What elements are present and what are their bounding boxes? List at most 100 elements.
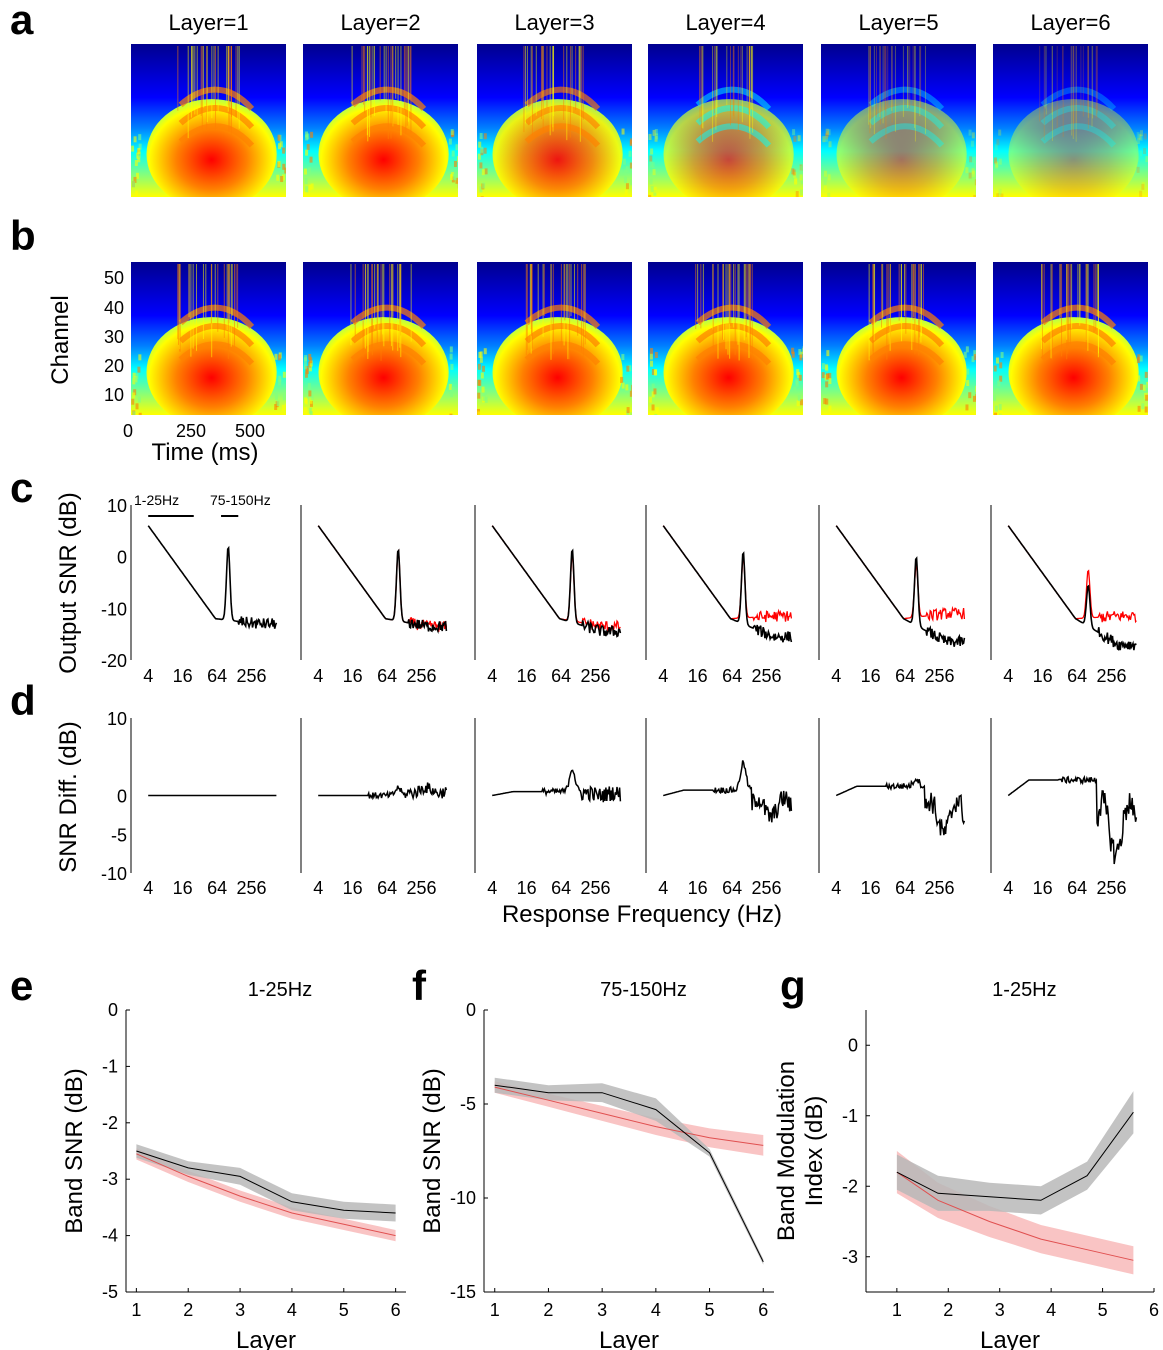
speckle: [973, 354, 976, 361]
speckle: [303, 363, 307, 370]
speckle: [483, 348, 487, 355]
speckle: [965, 167, 969, 174]
speckle: [793, 386, 797, 393]
speckle: [131, 398, 135, 405]
speckle: [277, 161, 281, 168]
x-tick: 4: [658, 878, 668, 898]
formant-trail: [350, 123, 427, 148]
y-tick: -10: [101, 599, 127, 619]
speckle: [1139, 150, 1143, 157]
spectrogram-a-layer-3: [477, 44, 632, 197]
speckle: [655, 133, 659, 140]
output-snr-layer-6: 4 16 64 256: [990, 505, 1137, 686]
speckle: [308, 184, 312, 191]
x-tick: 256: [752, 666, 782, 686]
baseline-mean-line: [136, 1153, 396, 1237]
speckle: [448, 138, 452, 145]
speckle: [304, 355, 308, 362]
speckle: [308, 365, 312, 372]
speckle: [825, 373, 829, 380]
speckle: [457, 156, 458, 163]
red-snr-line: [1007, 525, 1137, 624]
speckle: [971, 157, 975, 164]
formant-trail: [178, 341, 255, 366]
speckle: [629, 162, 632, 169]
speckle: [1145, 394, 1148, 401]
panel-label-g: g: [780, 962, 806, 1009]
speckle: [478, 141, 482, 148]
speckle: [792, 129, 796, 136]
spectrogram-b-layer-3: [477, 262, 632, 415]
x-tick: 16: [688, 666, 708, 686]
speckle: [827, 192, 831, 197]
speckle: [138, 143, 142, 150]
speckle: [995, 161, 999, 168]
speckle: [971, 170, 975, 177]
speckle: [310, 131, 314, 138]
speckle: [975, 189, 976, 196]
energy-blob: [318, 99, 449, 197]
formant-trail: [1040, 123, 1117, 148]
speckle: [973, 156, 976, 163]
x-tick: 256: [237, 666, 267, 686]
formant-trail: [524, 322, 601, 348]
x-axis-label: Layer: [980, 1327, 1040, 1350]
chart-f-band-snr: 0 -5 -10 -15 1 2 3 4 5 6 75-150Hz Layer Band SNR (dB…: [419, 979, 774, 1350]
time-axis-label: Time (ms): [151, 439, 258, 466]
speckle: [480, 196, 484, 197]
speckle: [480, 146, 484, 153]
speckle: [1136, 132, 1140, 139]
x-tick-label: 1: [131, 1300, 141, 1320]
speckle: [625, 166, 629, 173]
speckle: [998, 158, 1002, 165]
speckle: [306, 144, 310, 151]
speckle: [133, 389, 137, 396]
speckle: [484, 396, 488, 403]
formant-trail: [868, 104, 945, 130]
speckle: [969, 173, 973, 180]
x-tick-label: 3: [235, 1300, 245, 1320]
speckle: [973, 350, 976, 357]
speckle: [823, 184, 827, 191]
speckle: [973, 194, 976, 197]
speckle: [994, 144, 998, 151]
speckle: [137, 147, 141, 154]
speckle: [277, 354, 281, 361]
channel-tick: 10: [104, 385, 124, 405]
speckle: [477, 363, 481, 370]
x-tick: 256: [237, 878, 267, 898]
speckle: [479, 351, 483, 358]
speckle: [1139, 190, 1143, 197]
speckle: [277, 143, 281, 150]
speckle: [654, 352, 658, 359]
layer-title-2: Layer=2: [340, 10, 420, 35]
speckle: [968, 129, 972, 136]
speckle: [623, 176, 627, 183]
formant-trail: [1040, 322, 1117, 348]
x-tick: 64: [551, 878, 571, 898]
speckle: [791, 351, 795, 358]
speckle: [621, 354, 625, 361]
output-snr-layer-2: 4 16 64 256: [300, 505, 448, 686]
speckle: [965, 404, 969, 411]
speckle: [998, 129, 1002, 136]
formant-trail: [1040, 104, 1117, 130]
speckle: [453, 160, 457, 167]
energy-blob: [836, 99, 967, 197]
formant-trail: [1040, 341, 1117, 366]
formant-trail: [1040, 86, 1117, 111]
x-tick: 4: [658, 666, 668, 686]
y-tick-label: -1: [102, 1056, 118, 1076]
speckle: [451, 386, 455, 393]
speckle: [138, 354, 142, 361]
speckle: [285, 145, 286, 152]
x-tick: 4: [487, 666, 497, 686]
speckle: [1144, 406, 1148, 413]
speckle: [969, 156, 973, 163]
speckle: [1137, 405, 1141, 412]
speckle: [999, 410, 1003, 415]
speckle: [136, 152, 140, 159]
panel-label-b: b: [10, 212, 36, 259]
y-tick-label: 0: [466, 1000, 476, 1020]
